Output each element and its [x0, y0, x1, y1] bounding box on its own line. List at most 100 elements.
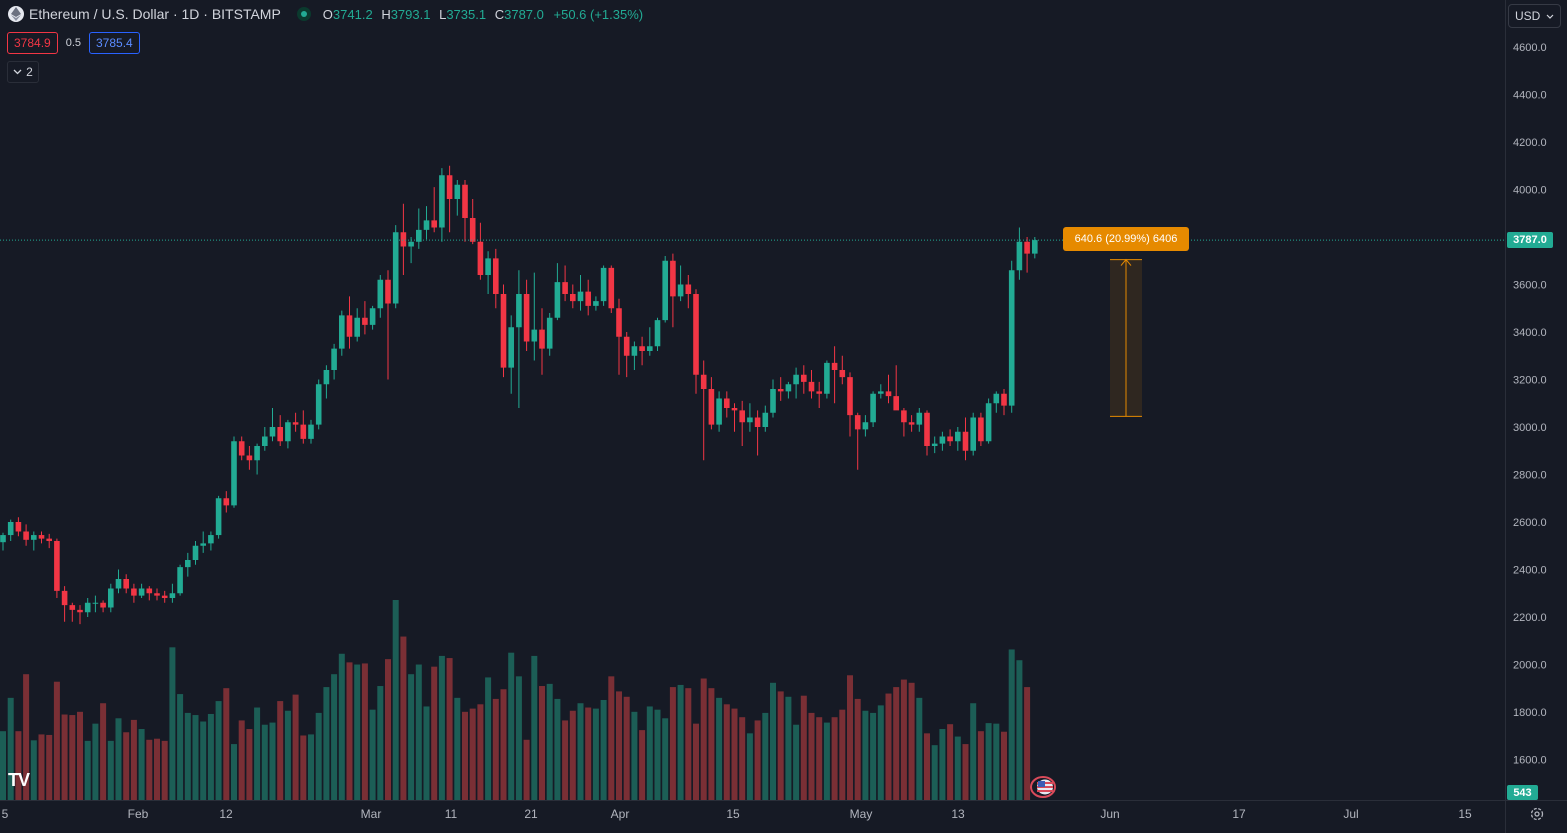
- candle[interactable]: [454, 180, 461, 216]
- candle[interactable]: [477, 222, 484, 280]
- candle[interactable]: [92, 595, 99, 613]
- candle[interactable]: [423, 206, 430, 240]
- candle[interactable]: [754, 410, 761, 456]
- candle[interactable]: [308, 419, 314, 444]
- symbol-title[interactable]: Ethereum / U.S. Dollar · 1D · BITSTAMP: [29, 6, 281, 22]
- candle[interactable]: [785, 381, 792, 399]
- candle[interactable]: [7, 519, 14, 541]
- candle[interactable]: [831, 346, 838, 404]
- candle[interactable]: [31, 531, 37, 551]
- candle[interactable]: [608, 265, 615, 314]
- candle[interactable]: [931, 436, 938, 454]
- candle[interactable]: [131, 583, 137, 603]
- candle[interactable]: [138, 583, 145, 598]
- candle[interactable]: [439, 168, 445, 242]
- candle[interactable]: [238, 436, 245, 461]
- candle[interactable]: [854, 412, 861, 470]
- candle[interactable]: [862, 415, 869, 437]
- candle[interactable]: [739, 400, 745, 446]
- candle[interactable]: [254, 443, 260, 475]
- candle[interactable]: [100, 600, 106, 613]
- candle[interactable]: [508, 315, 514, 394]
- candle[interactable]: [993, 391, 1000, 413]
- candle[interactable]: [670, 253, 676, 328]
- us-flag-icon[interactable]: [1030, 776, 1056, 798]
- candle[interactable]: [970, 412, 976, 456]
- candle[interactable]: [200, 531, 206, 553]
- candle[interactable]: [246, 446, 253, 470]
- candle[interactable]: [777, 377, 784, 401]
- candle[interactable]: [269, 408, 276, 442]
- price-axis[interactable]: 4600.04400.04200.04000.03800.03600.03400…: [1513, 42, 1547, 767]
- candle[interactable]: [346, 296, 353, 349]
- candle[interactable]: [0, 532, 6, 551]
- candle[interactable]: [562, 265, 568, 302]
- candle[interactable]: [354, 308, 360, 342]
- candle[interactable]: [392, 225, 399, 309]
- candle[interactable]: [639, 336, 645, 366]
- candle[interactable]: [662, 256, 668, 323]
- candle[interactable]: [177, 564, 183, 596]
- candle[interactable]: [593, 296, 599, 311]
- candle[interactable]: [192, 541, 199, 565]
- candle[interactable]: [123, 574, 129, 594]
- candle[interactable]: [700, 360, 707, 461]
- candle[interactable]: [531, 272, 538, 361]
- candle[interactable]: [762, 405, 769, 432]
- candle[interactable]: [523, 279, 530, 351]
- candle[interactable]: [84, 598, 91, 617]
- candle[interactable]: [539, 308, 545, 375]
- candle[interactable]: [1001, 389, 1007, 416]
- candle[interactable]: [616, 298, 622, 375]
- candle[interactable]: [685, 275, 692, 309]
- candle[interactable]: [731, 403, 738, 432]
- candle[interactable]: [870, 391, 876, 427]
- candle[interactable]: [546, 313, 553, 356]
- time-axis[interactable]: 5 Feb 12 Mar 11 21 Apr 15 May 13 Jun 17 Jul 15: [2, 807, 1472, 821]
- candle[interactable]: [878, 384, 884, 399]
- candle[interactable]: [793, 367, 799, 399]
- candle[interactable]: [38, 531, 45, 544]
- candle[interactable]: [885, 374, 892, 404]
- candle[interactable]: [485, 251, 491, 294]
- candle[interactable]: [108, 583, 114, 613]
- candle[interactable]: [693, 289, 699, 394]
- candle[interactable]: [916, 408, 923, 432]
- candle[interactable]: [469, 199, 476, 245]
- candle[interactable]: [331, 343, 337, 380]
- candle[interactable]: [924, 410, 930, 456]
- candle[interactable]: [362, 301, 368, 335]
- candle[interactable]: [262, 427, 268, 451]
- candle[interactable]: [161, 590, 168, 603]
- candle[interactable]: [377, 275, 384, 318]
- currency-select[interactable]: USD: [1508, 4, 1561, 28]
- candle[interactable]: [61, 586, 68, 622]
- candle[interactable]: [816, 381, 822, 408]
- candle[interactable]: [285, 419, 291, 449]
- candle[interactable]: [962, 417, 969, 461]
- candle[interactable]: [23, 524, 29, 546]
- candle[interactable]: [500, 284, 507, 378]
- candle[interactable]: [978, 412, 984, 446]
- candle[interactable]: [54, 538, 60, 598]
- candle[interactable]: [893, 365, 899, 411]
- candle[interactable]: [146, 586, 153, 601]
- candle[interactable]: [724, 391, 730, 418]
- candle[interactable]: [369, 305, 376, 330]
- buy-button[interactable]: 3785.4: [89, 32, 140, 54]
- candle[interactable]: [801, 365, 807, 394]
- candle[interactable]: [77, 605, 83, 625]
- sell-button[interactable]: 3784.9: [7, 32, 58, 54]
- candle[interactable]: [231, 436, 237, 508]
- candle[interactable]: [708, 377, 715, 430]
- candle[interactable]: [185, 552, 191, 577]
- candle[interactable]: [223, 491, 230, 513]
- indicators-toggle-button[interactable]: 2: [7, 61, 39, 83]
- candle[interactable]: [408, 237, 414, 264]
- candle[interactable]: [839, 355, 846, 385]
- candle[interactable]: [323, 365, 330, 399]
- candle[interactable]: [654, 317, 661, 351]
- symbol-legend[interactable]: Ethereum / U.S. Dollar · 1D · BITSTAMP O…: [8, 6, 643, 22]
- candle[interactable]: [955, 427, 961, 451]
- candle[interactable]: [600, 265, 607, 306]
